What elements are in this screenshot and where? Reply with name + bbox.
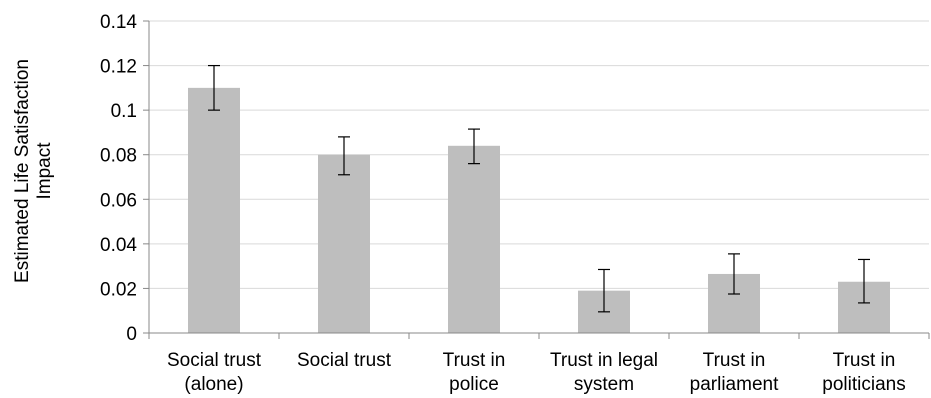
error-bars <box>208 64 870 313</box>
category-label: Social trust <box>297 350 392 371</box>
category-label: Trust in legal system <box>550 350 658 395</box>
bar <box>318 154 370 333</box>
gridlines <box>149 20 929 289</box>
y-tick-label: 0 <box>126 324 137 345</box>
y-tick-label: 0.02 <box>100 279 137 300</box>
y-tick-label: 0.06 <box>100 190 137 211</box>
y-tick-label: 0.12 <box>100 57 137 78</box>
y-tick-label: 0.08 <box>100 146 137 167</box>
category-labels: Social trust (alone) Social trust Trust in p… <box>167 350 906 395</box>
y-tick-label: 0.1 <box>111 101 137 122</box>
axes <box>143 20 930 339</box>
bar <box>188 87 240 333</box>
bars <box>188 87 890 333</box>
category-label: Trust in parliament <box>690 350 779 395</box>
bar <box>448 145 500 333</box>
y-tick-labels: 0 0.02 0.04 0.06 0.08 0.1 0.12 0.14 <box>100 12 137 345</box>
y-tick-label: 0.14 <box>100 12 137 33</box>
category-label: Trust in politicians <box>822 350 905 395</box>
category-label: Trust in police <box>443 350 506 395</box>
y-tick-label: 0.04 <box>100 235 137 256</box>
category-label: Social trust (alone) <box>167 350 262 395</box>
y-axis-title: Estimated Life SatisfactionImpact <box>12 59 55 283</box>
